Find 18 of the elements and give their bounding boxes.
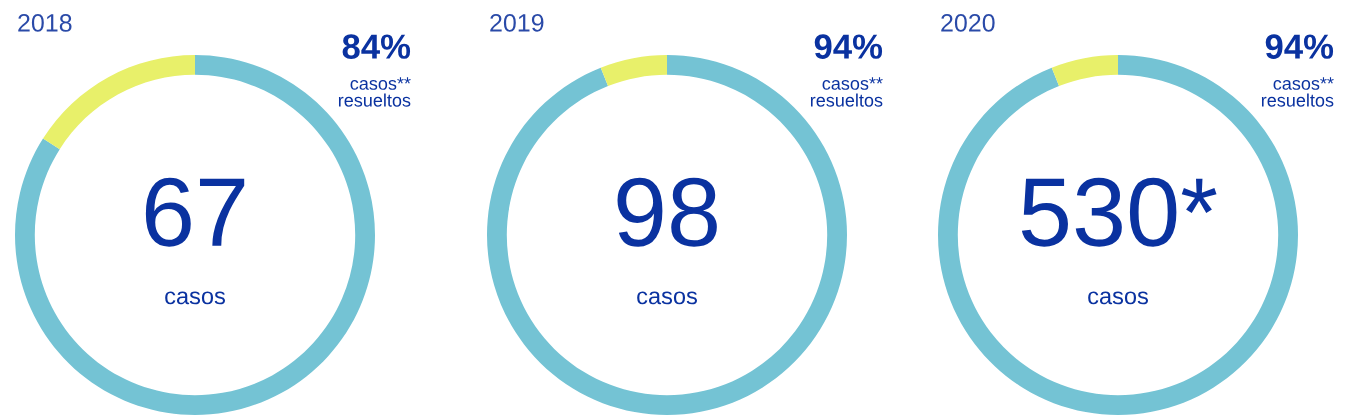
donut-slice xyxy=(600,55,667,87)
donut-slice xyxy=(43,55,195,150)
text: 67 xyxy=(145,177,245,247)
slice-label: casos** resueltos xyxy=(1261,77,1334,107)
data-label: 94% xyxy=(814,34,883,59)
text: 530* xyxy=(1021,177,1217,247)
chart-title: 2019 xyxy=(490,14,544,32)
text: casos xyxy=(1088,291,1148,305)
text: 98 xyxy=(617,177,717,247)
slice-label: casos** resueltos xyxy=(810,77,883,107)
chart-title: 2018 xyxy=(18,14,72,32)
data-label: 94% xyxy=(1265,34,1334,59)
chart-title: 2020 xyxy=(941,14,995,32)
text: casos xyxy=(165,291,225,305)
text: casos xyxy=(637,291,697,305)
donut-slice xyxy=(1051,55,1118,87)
slice-label: casos** resueltos xyxy=(338,77,411,107)
data-label: 84% xyxy=(342,34,411,59)
